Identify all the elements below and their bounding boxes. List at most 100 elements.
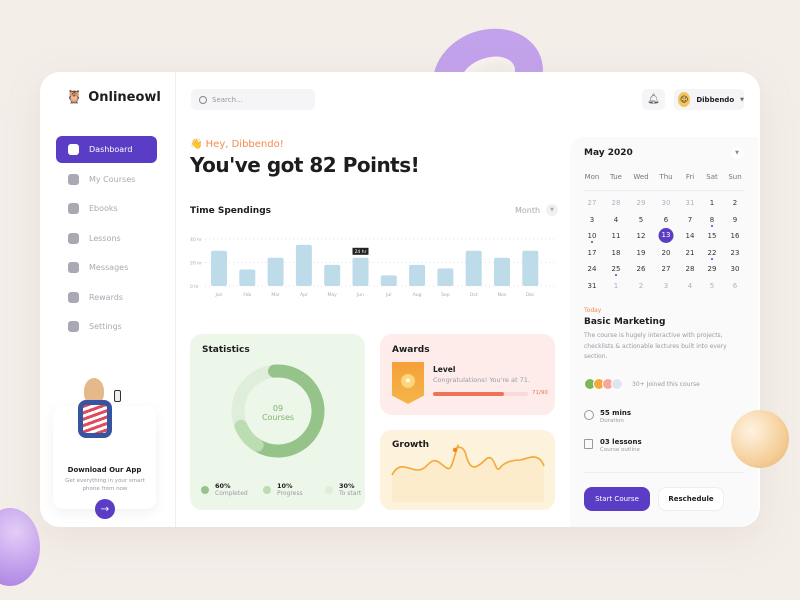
donut-segment-completed <box>231 364 325 458</box>
course-panel <box>570 137 758 527</box>
weekday-label: Wed <box>633 173 649 181</box>
calendar-day[interactable]: 3 <box>663 281 669 290</box>
calendar-day[interactable]: 11 <box>611 232 621 240</box>
calendar-day[interactable]: 1 <box>613 281 619 290</box>
panel-divider <box>584 472 744 473</box>
sidebar-item-rewards[interactable]: Rewards <box>56 284 157 311</box>
calendar-day[interactable]: 18 <box>611 248 621 257</box>
calendar-day-selected[interactable]: 13 <box>658 228 674 243</box>
start-course-button[interactable]: Start Course <box>584 487 650 511</box>
calendar-day[interactable]: 10 <box>582 232 602 243</box>
calendar-day[interactable]: 29 <box>707 265 717 273</box>
bar-feb <box>239 269 256 286</box>
calendar-day[interactable]: 22 <box>702 249 722 260</box>
calendar-day[interactable]: 23 <box>730 248 740 257</box>
period-select[interactable]: Month ▼ <box>515 204 559 216</box>
time-spendings-chart: 0 hr 20 hr 40 hr Jan Feb Mar Apr May Jun 24 hr Jul… <box>190 237 555 298</box>
page-title: You've got 82 Points! <box>190 153 420 177</box>
calendar-day[interactable]: 3 <box>589 215 595 224</box>
calendar-day[interactable]: 28 <box>611 199 621 207</box>
x-tick-label: Sep <box>441 292 450 298</box>
sidebar-item-dashboard[interactable]: Dashboard <box>56 136 157 163</box>
bar-jul <box>380 275 397 286</box>
search-input[interactable]: Search... <box>191 89 315 110</box>
calendar-day[interactable]: 9 <box>732 215 738 224</box>
weekday-label: Tue <box>610 173 622 181</box>
legend-item: 30% To start <box>325 482 361 497</box>
calendar-day[interactable]: 16 <box>730 232 740 240</box>
calendar-day[interactable]: 28 <box>685 265 695 273</box>
calendar-day[interactable]: 31 <box>587 281 597 290</box>
notification-button[interactable]: 🔔︎ <box>642 89 665 110</box>
bar-jan <box>211 250 227 286</box>
sphere-decoration <box>0 508 40 586</box>
bar-sep <box>437 268 454 286</box>
growth-line-chart <box>391 444 545 502</box>
calendar-day[interactable]: 7 <box>687 215 693 224</box>
owl-icon: 🦉 <box>66 90 83 105</box>
logo[interactable]: 🦉 Onlineowl <box>66 90 161 105</box>
level-message: Congratulations! You're at 71. <box>433 376 530 384</box>
weekday-label: Thu <box>659 173 673 181</box>
book-icon <box>68 203 79 214</box>
lessons-value: 03 lessons <box>600 438 642 446</box>
sidebar-item-settings[interactable]: Settings <box>56 313 157 340</box>
sidebar-item-ebooks[interactable]: Ebooks <box>56 195 157 222</box>
calendar-day[interactable]: 6 <box>663 215 669 224</box>
x-tick-label: Jun <box>356 292 364 298</box>
joined-count: 30+ Joined this course <box>632 381 700 388</box>
level-progress-text: 71/90 <box>532 390 548 396</box>
month-select-button[interactable]: ▼ <box>731 147 743 159</box>
user-menu[interactable]: ☺ Dibbendo ▼ <box>674 89 744 110</box>
wave-icon: 👋 <box>190 139 206 150</box>
lessons-label: Course outline <box>600 447 640 453</box>
calendar-day[interactable]: 14 <box>685 232 695 240</box>
calendar-day[interactable]: 30 <box>661 199 671 207</box>
calendar-day[interactable]: 27 <box>587 199 597 207</box>
calendar-day[interactable]: 29 <box>636 199 646 207</box>
chart-title: Time Spendings <box>190 206 272 216</box>
sidebar-item-messages[interactable]: Messages <box>56 254 157 281</box>
calendar-day[interactable]: 30 <box>730 265 740 273</box>
calendar-day[interactable]: 19 <box>636 248 646 257</box>
event-dot <box>711 224 713 227</box>
calendar-day[interactable]: 24 <box>587 265 597 273</box>
calendar-day[interactable]: 4 <box>613 215 619 224</box>
weekday-label: Sat <box>706 173 718 181</box>
calendar-day[interactable]: 4 <box>687 281 693 290</box>
calendar-day[interactable]: 17 <box>587 248 597 257</box>
calendar-day[interactable]: 15 <box>707 232 717 240</box>
calendar-day[interactable]: 31 <box>685 199 695 207</box>
calendar-day[interactable]: 8 <box>702 216 722 227</box>
greeting: 👋 Hey, Dibbendo! <box>190 139 284 150</box>
calendar-day[interactable]: 5 <box>709 281 715 290</box>
download-app-button[interactable]: → <box>95 499 115 519</box>
growth-line <box>391 444 545 476</box>
calendar-day[interactable]: 2 <box>638 281 644 290</box>
calendar-day[interactable]: 6 <box>732 281 738 290</box>
calendar-day[interactable]: 27 <box>661 265 671 273</box>
calendar-day[interactable]: 20 <box>661 248 671 257</box>
reschedule-button[interactable]: Reschedule <box>658 487 724 511</box>
calendar-day[interactable]: 25 <box>606 265 626 276</box>
arrow-right-icon: → <box>100 503 110 515</box>
medal-icon: ★ <box>392 362 424 404</box>
event-dot <box>711 257 713 260</box>
calendar-day[interactable]: 5 <box>638 215 644 224</box>
sidebar-item-lessons[interactable]: Lessons <box>56 225 157 252</box>
sidebar-item-my-courses[interactable]: My Courses <box>56 166 157 193</box>
calendar-day[interactable]: 1 <box>709 199 715 207</box>
calendar-day[interactable]: 2 <box>732 199 738 207</box>
bar-oct <box>465 250 482 286</box>
courses-donut <box>231 364 325 458</box>
chart-icon <box>68 144 79 155</box>
chevron-down-icon: ▼ <box>740 96 744 103</box>
bar-apr <box>295 244 312 286</box>
legend-dot <box>263 485 271 494</box>
course-description: The course is hugely interactive with pr… <box>584 332 727 360</box>
calendar-day[interactable]: 26 <box>636 265 646 273</box>
x-tick-label: Feb <box>243 292 251 298</box>
calendar-day[interactable]: 21 <box>685 248 695 257</box>
calendar-day[interactable]: 12 <box>636 232 646 240</box>
growth-area <box>392 445 544 502</box>
